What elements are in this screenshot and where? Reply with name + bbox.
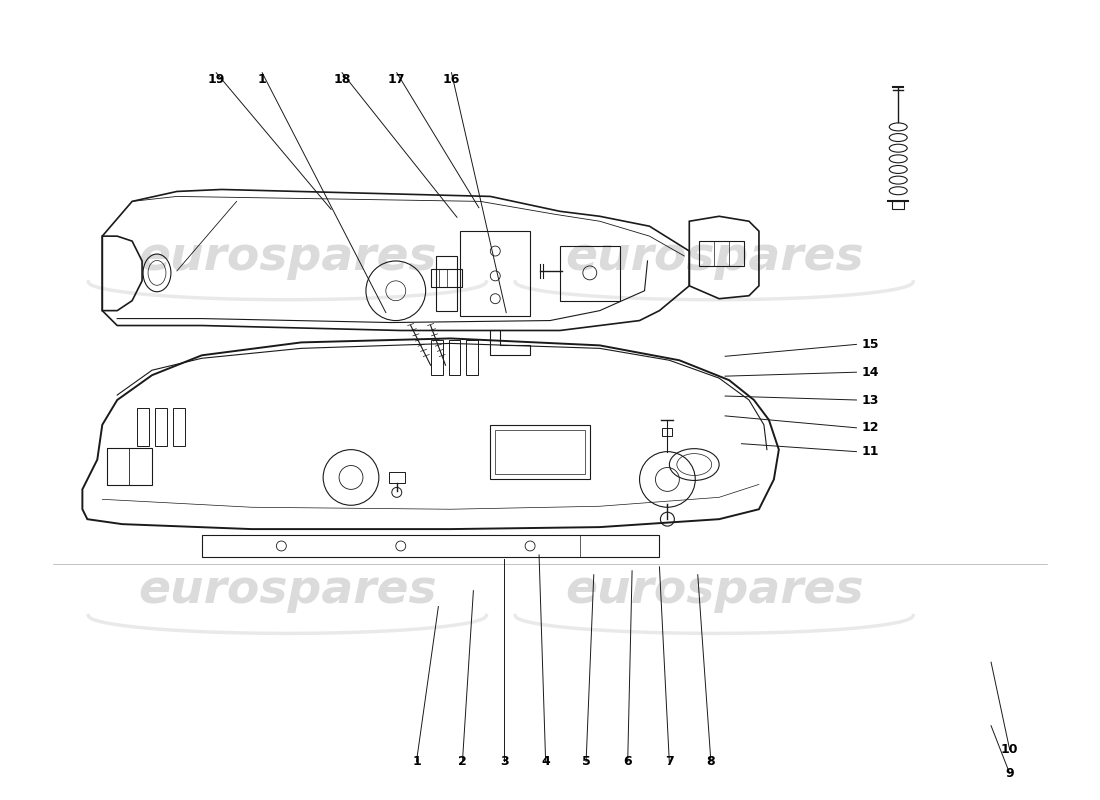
Text: 16: 16 — [443, 73, 460, 86]
Bar — [700, 241, 744, 266]
Text: 2: 2 — [458, 755, 466, 768]
Bar — [138, 408, 148, 446]
Text: 3: 3 — [499, 755, 508, 768]
Bar — [466, 341, 478, 375]
Text: eurospares: eurospares — [565, 568, 864, 613]
Bar — [388, 471, 405, 483]
Text: 11: 11 — [861, 445, 879, 458]
Text: 8: 8 — [706, 755, 715, 768]
Bar — [107, 448, 129, 486]
Text: eurospares: eurospares — [565, 234, 864, 279]
Bar — [560, 246, 619, 301]
Bar — [449, 341, 461, 375]
Text: 1: 1 — [412, 755, 421, 768]
Bar — [107, 448, 152, 486]
Text: 1: 1 — [257, 73, 266, 86]
Text: 13: 13 — [861, 394, 879, 406]
Bar — [173, 408, 185, 446]
Bar — [436, 256, 458, 310]
Bar — [892, 202, 904, 210]
Text: 18: 18 — [333, 73, 351, 86]
Text: 12: 12 — [861, 422, 879, 434]
Text: 7: 7 — [664, 755, 673, 768]
Bar — [662, 428, 672, 436]
Text: eurospares: eurospares — [138, 234, 437, 279]
Text: 15: 15 — [861, 338, 879, 351]
Text: 14: 14 — [861, 366, 879, 378]
Text: 9: 9 — [1005, 767, 1014, 780]
Text: 10: 10 — [1001, 743, 1019, 756]
Text: eurospares: eurospares — [138, 568, 437, 613]
Text: 4: 4 — [541, 755, 550, 768]
Text: 19: 19 — [208, 73, 224, 86]
Bar — [430, 341, 442, 375]
Bar — [155, 408, 167, 446]
Text: 17: 17 — [388, 73, 406, 86]
Bar — [461, 231, 530, 315]
Text: 6: 6 — [624, 755, 632, 768]
Text: 5: 5 — [582, 755, 591, 768]
